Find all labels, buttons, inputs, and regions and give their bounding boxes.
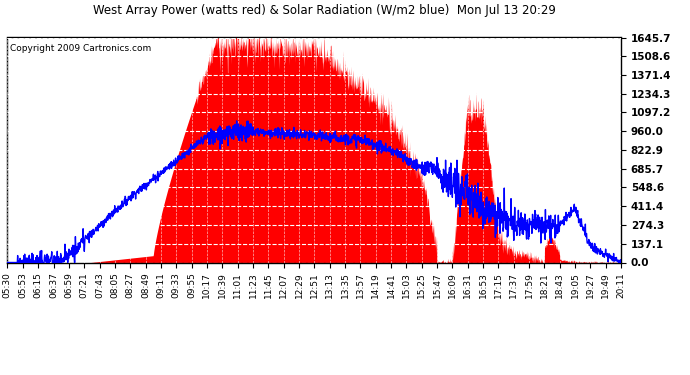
Text: West Array Power (watts red) & Solar Radiation (W/m2 blue)  Mon Jul 13 20:29: West Array Power (watts red) & Solar Rad…: [93, 4, 555, 17]
Text: Copyright 2009 Cartronics.com: Copyright 2009 Cartronics.com: [10, 44, 151, 53]
